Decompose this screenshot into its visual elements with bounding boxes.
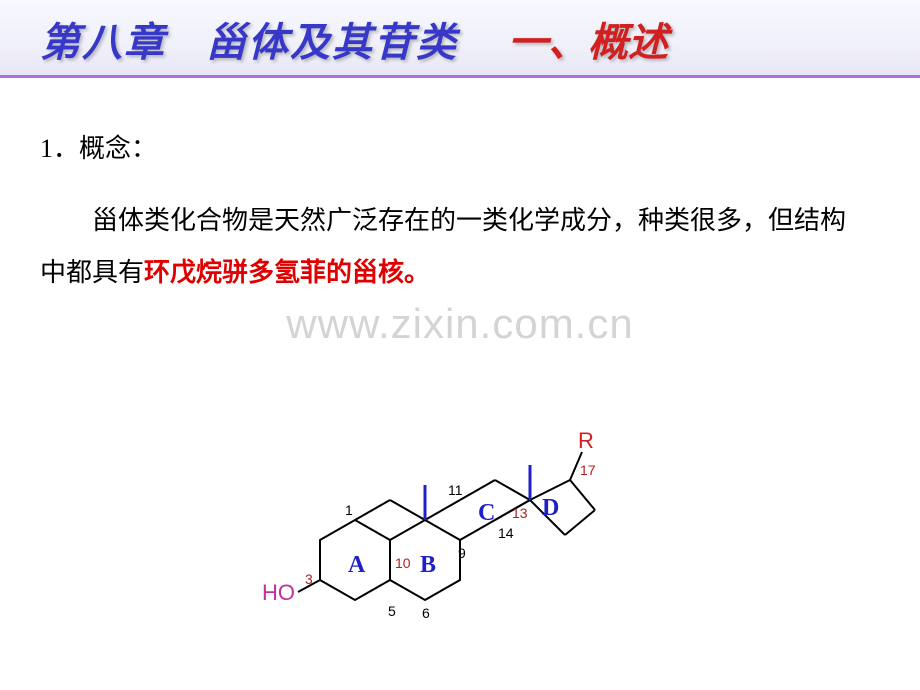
pos-1: 1 <box>345 502 353 518</box>
pos-11: 11 <box>448 482 463 498</box>
header-band: 第八章 甾体及其苷类 一、概述 <box>0 0 920 78</box>
paragraph-emphasis: 环戊烷骈多氢菲的甾核。 <box>144 258 430 287</box>
pos-13: 13 <box>512 505 528 521</box>
chapter-title: 甾体及其苷类 <box>206 10 458 68</box>
ring-label-a: A <box>348 552 366 578</box>
section-heading: 1．概念： <box>40 128 870 165</box>
pos-5: 5 <box>388 603 396 619</box>
ho-label: HO <box>262 580 295 605</box>
pos-9: 9 <box>458 545 466 561</box>
steroid-structure: A B C D 1 3 5 6 9 10 11 13 14 17 HO R <box>260 360 660 620</box>
ring-label-b: B <box>420 552 436 578</box>
pos-17: 17 <box>580 462 596 478</box>
watermark: www.zixin.com.cn <box>286 300 633 348</box>
pos-3: 3 <box>305 571 313 587</box>
steroid-svg: A B C D 1 3 5 6 9 10 11 13 14 17 HO R <box>260 360 660 620</box>
body-paragraph: 甾体类化合物是天然广泛存在的一类化学成分，种类很多，但结构中都具有环戊烷骈多氢菲… <box>40 195 870 299</box>
pos-14: 14 <box>498 525 514 541</box>
chapter-label: 第八章 <box>40 10 166 68</box>
pos-6: 6 <box>422 605 430 620</box>
section-label: 一、概述 <box>508 10 668 68</box>
ring-label-d: D <box>542 495 559 521</box>
pos-10: 10 <box>395 555 411 571</box>
content-area: 1．概念： 甾体类化合物是天然广泛存在的一类化学成分，种类很多，但结构中都具有环… <box>0 78 920 299</box>
ring-label-c: C <box>478 500 495 526</box>
r-label: R <box>578 428 594 453</box>
